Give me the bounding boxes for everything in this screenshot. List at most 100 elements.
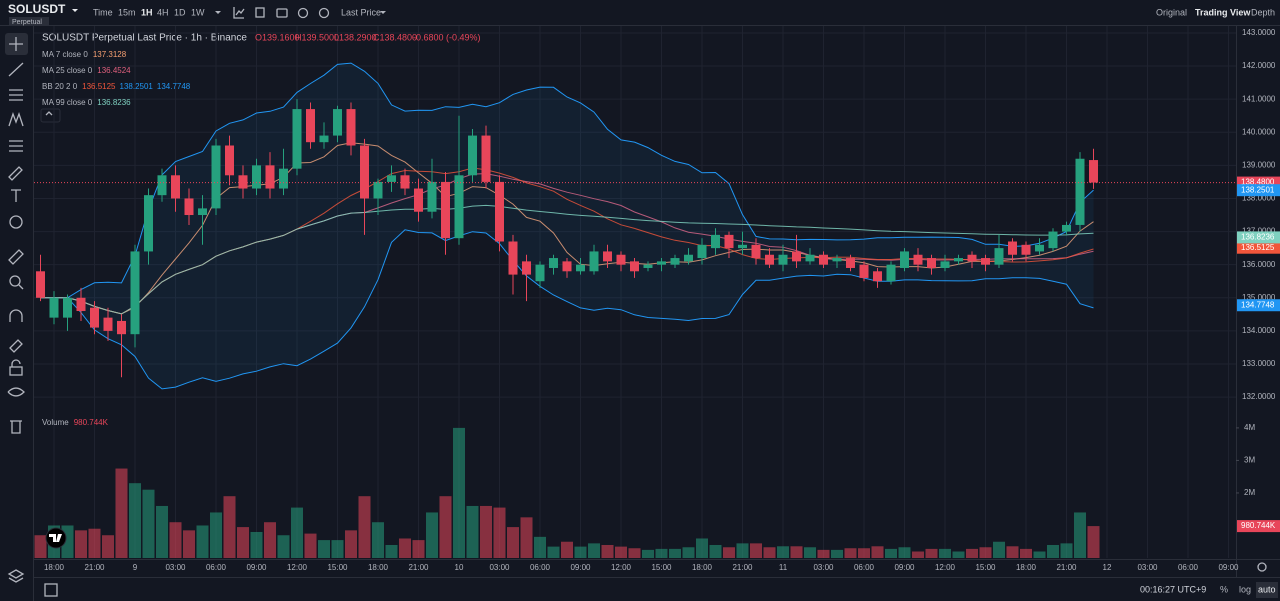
y-tick-label: 142.0000: [1242, 61, 1276, 70]
logo-mark: [49, 534, 62, 542]
candle-body: [265, 165, 275, 189]
x-tick-label: 06:00: [854, 563, 875, 572]
volume-bar: [372, 522, 384, 558]
collapse[interactable]: [45, 111, 53, 116]
volume-bar: [318, 540, 330, 558]
volume-bar: [277, 535, 290, 558]
x-tick-label: 09:00: [1218, 563, 1239, 572]
candle-body: [508, 241, 518, 275]
volume-bar: [169, 522, 182, 558]
volume-bar: [291, 507, 303, 558]
volume-bar: [520, 517, 533, 558]
candle-body: [400, 175, 410, 189]
candle-body: [360, 145, 369, 199]
volume-bar: [237, 527, 249, 558]
candle-body: [144, 195, 153, 252]
scale-option[interactable]: %: [1220, 584, 1228, 594]
volume-bar: [912, 551, 924, 558]
y-tick-label: 132.0000: [1242, 392, 1276, 401]
symbol-caret[interactable]: [72, 9, 78, 12]
x-tick-label: 9: [133, 563, 138, 572]
interval[interactable]: 1D: [174, 7, 186, 17]
y-tick-label: 139.0000: [1242, 160, 1276, 169]
candle-body: [252, 165, 261, 189]
candle-body: [481, 135, 491, 182]
volume-value: 980.744K: [74, 418, 109, 427]
candle-body: [49, 297, 59, 318]
volume-bar: [507, 527, 519, 558]
collapse-box[interactable]: [40, 108, 61, 123]
interval[interactable]: 4H: [157, 7, 169, 17]
volume-bar: [358, 496, 371, 558]
x-tick-label: 15:00: [975, 563, 996, 572]
indicator-value: 134.7748: [157, 82, 191, 91]
volume-bar: [763, 547, 776, 558]
volume-bar: [412, 540, 425, 558]
volume-bar: [642, 549, 654, 558]
price-tag-label: 136.8236: [1241, 233, 1275, 242]
settings[interactable]: [1257, 562, 1267, 572]
candle-body: [900, 251, 909, 268]
x-tick-label: 21:00: [84, 563, 105, 572]
candle-body: [333, 109, 342, 136]
y-tick-label: 138.0000: [1242, 194, 1276, 203]
volume-bar: [385, 544, 398, 558]
x-tick-label: 15:00: [327, 563, 348, 572]
price-tag: [1237, 231, 1280, 244]
volume-bar: [628, 548, 641, 558]
volume-bar: [129, 483, 141, 558]
candle-body: [940, 261, 950, 268]
volume-bar: [534, 536, 546, 558]
symbol[interactable]: SOLUSDT: [8, 2, 66, 16]
interval[interactable]: 15m: [118, 7, 136, 17]
clock: 00:16:27 UTC+9: [1140, 584, 1206, 594]
price-tag: [1237, 520, 1280, 533]
price-type-caret[interactable]: [380, 11, 386, 14]
x-tick-label: 09:00: [894, 563, 915, 572]
candle-body: [724, 234, 734, 249]
view-tab[interactable]: Original: [1156, 7, 1187, 17]
candle-body: [319, 135, 329, 143]
x-tick-label: 03:00: [813, 563, 834, 572]
plot: [34, 62, 1236, 558]
volume-bar: [709, 544, 722, 558]
view-tab[interactable]: Depth: [1251, 7, 1275, 17]
interval[interactable]: 1H: [141, 7, 153, 17]
candle-body: [616, 254, 626, 265]
candle-body: [1062, 224, 1071, 232]
view-tab[interactable]: Trading View: [1195, 7, 1251, 17]
price-tag-label: 138.2501: [1241, 185, 1275, 194]
candle-body: [171, 175, 180, 199]
volume-bar: [547, 546, 560, 558]
price-type[interactable]: Last Price: [341, 7, 381, 17]
candle-body: [684, 254, 693, 262]
candle-body: [994, 248, 1004, 265]
candle-body: [130, 251, 140, 335]
candle-body: [981, 258, 990, 265]
drawing-tools[interactable]: [7, 37, 25, 583]
volume-bar: [1006, 546, 1019, 558]
scale-option[interactable]: auto: [1258, 584, 1276, 594]
moving-average: [40, 204, 1094, 315]
candle-body: [778, 254, 788, 265]
bb-lower: [40, 229, 1094, 390]
toolbar-icons[interactable]: [233, 7, 330, 19]
date-picker[interactable]: [44, 583, 58, 597]
scale-option-bg: [1256, 582, 1278, 598]
y-tick-label: 133.0000: [1242, 359, 1276, 368]
scale-option[interactable]: log: [1239, 584, 1251, 594]
volume-bar: [304, 533, 317, 558]
grid: [34, 26, 1280, 577]
interval[interactable]: 1W: [191, 7, 205, 17]
candle-body: [805, 254, 815, 262]
price-tag-label: 134.7748: [1241, 300, 1275, 309]
x-tick-label: 03:00: [489, 563, 510, 572]
candle-body: [306, 109, 315, 143]
candle-body: [36, 271, 45, 298]
interval[interactable]: Time: [93, 7, 113, 17]
candle-body: [522, 261, 531, 275]
interval-more[interactable]: [215, 11, 221, 14]
volume-bar: [115, 468, 128, 558]
volume-title: Volume: [42, 418, 69, 427]
candle-body: [954, 258, 963, 262]
